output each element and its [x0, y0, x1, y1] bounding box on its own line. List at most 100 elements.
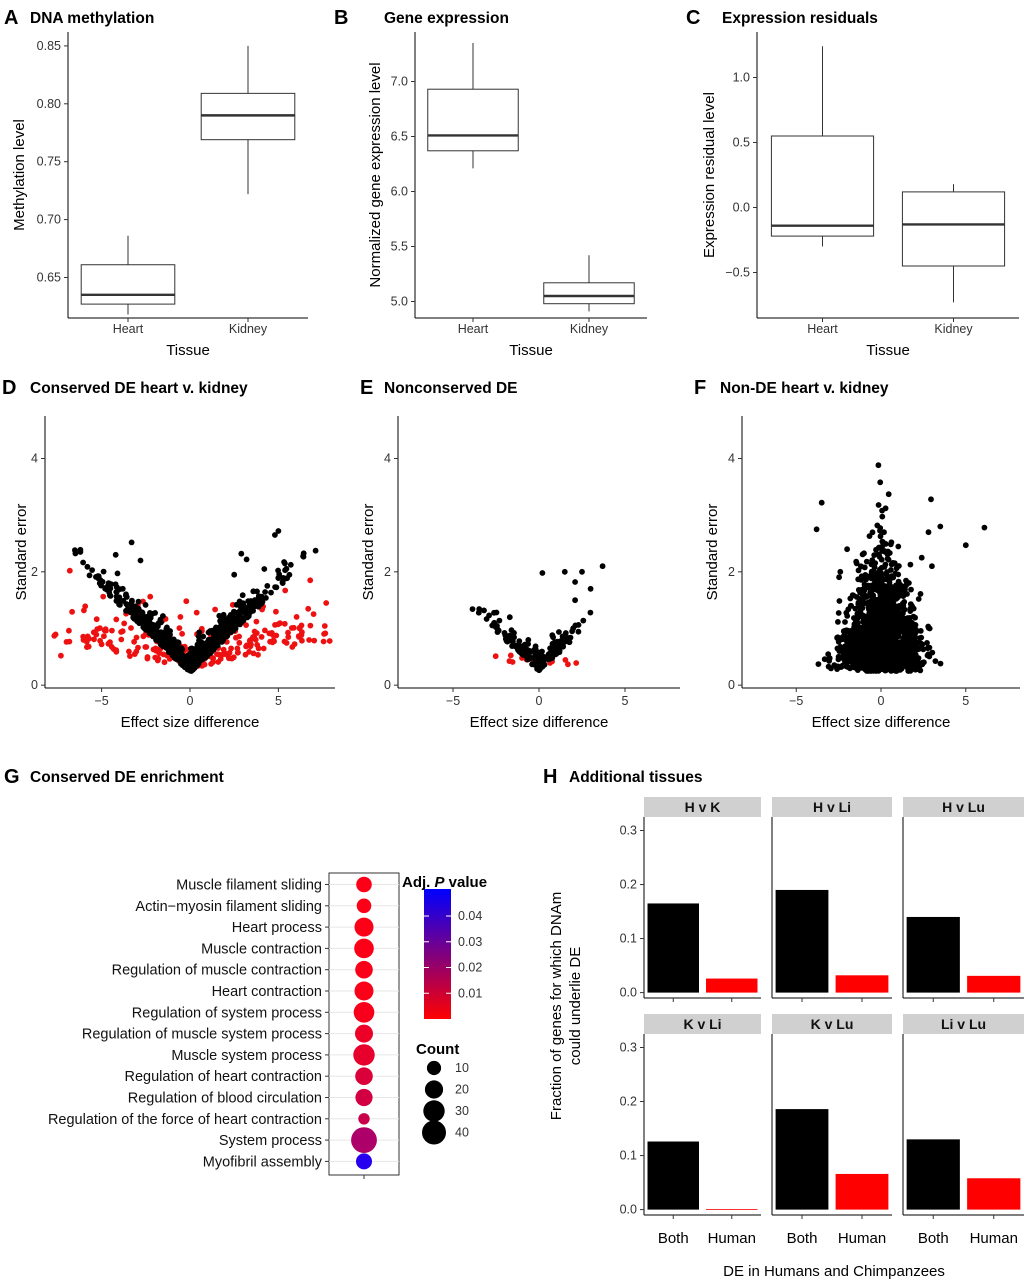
scatter-point-black — [80, 559, 86, 566]
scatter-point-black — [888, 567, 894, 573]
scatter-point-black — [858, 563, 864, 570]
scatter-point-black — [95, 575, 101, 581]
scatter-point-black — [527, 654, 534, 661]
x-axis-label: Effect size difference — [812, 714, 951, 731]
scatter-point-black — [907, 615, 913, 621]
scatter-point-black — [870, 592, 877, 599]
scatter-point-red — [326, 638, 333, 644]
scatter-point-black — [875, 551, 882, 558]
panel-B-y-tick-label: 7.0 — [391, 75, 408, 89]
scatter-point-black — [231, 571, 238, 578]
panel-B-y-tick-label: 5.0 — [391, 295, 408, 309]
scatter-point-red — [305, 605, 312, 612]
go-term-dot — [353, 1044, 375, 1066]
y-axis-label-line-1: Fraction of genes for which DNAm — [548, 892, 565, 1120]
scatter-panel-E: 0 2 4 −5 0 5 Effect size difference Standard er… — [360, 416, 680, 731]
go-term-label: Regulation of muscle contraction — [112, 963, 322, 979]
scatter-point-red — [285, 629, 291, 636]
scatter-point-black — [282, 560, 288, 567]
scatter-point-black — [848, 656, 855, 663]
scatter-point-black — [860, 663, 866, 670]
scatter-point-black — [844, 634, 850, 641]
scatter-point-red — [118, 636, 125, 643]
panel-B-y-tick-label: 6.0 — [391, 185, 408, 199]
panel-C-y-tick-label: 1.0 — [733, 71, 750, 85]
bar-panel-H: H v K 0.0 0.1 0.2 0.3 H v Li H v Lu K v Li 0.0 0.… — [548, 797, 1024, 1280]
scatter-point-red — [492, 653, 499, 660]
scatter-point-black — [858, 598, 865, 605]
scatter-point-black — [915, 596, 922, 602]
go-term-dot — [358, 1113, 370, 1125]
scatter-point-black — [481, 607, 487, 614]
scatter-point-black — [900, 610, 906, 617]
scatter-point-red — [248, 641, 254, 648]
scatter-point-red — [250, 634, 256, 640]
scatter-point-black — [914, 646, 921, 653]
y-axis-label: Standard error — [360, 504, 377, 601]
scatter-point-black — [198, 648, 205, 654]
legend-title-part: P — [435, 874, 446, 891]
scatter-point-black — [890, 654, 896, 661]
panel-C-y-tick-label: −0.5 — [725, 266, 750, 280]
facet-y-tick-label: 0.3 — [620, 1041, 637, 1055]
scatter-point-black — [895, 630, 902, 636]
facet-strip-label: H v Lu — [942, 799, 985, 815]
scatter-point-black — [572, 597, 578, 604]
x-axis-label: Tissue — [166, 342, 210, 359]
scatter-point-red — [322, 630, 329, 637]
scatter-point-red — [243, 643, 250, 650]
scatter-point-red — [212, 606, 219, 613]
color-legend-bar — [424, 889, 451, 1019]
scatter-point-black — [569, 628, 575, 635]
scatter-point-black — [856, 635, 863, 642]
scatter-point-black — [869, 665, 876, 671]
scatter-point-black — [491, 619, 498, 626]
scatter-point-black — [912, 622, 919, 628]
facet-y-tick-label: 0.3 — [620, 824, 637, 838]
scatter-point-red — [258, 634, 265, 640]
scatter-point-black — [835, 653, 842, 660]
scatter-point-red — [299, 629, 305, 636]
y-axis-label: Standard error — [704, 504, 721, 601]
scatter-point-black — [981, 524, 988, 531]
scatter-point-black — [888, 668, 895, 674]
scatter-point-red — [93, 631, 100, 638]
scatter-point-black — [826, 655, 833, 662]
scatter-point-red — [140, 633, 147, 640]
scatter-point-red — [144, 655, 151, 662]
scatter-point-black — [873, 546, 879, 553]
scatter-point-black — [908, 655, 915, 661]
scatter-point-red — [121, 620, 128, 627]
scatter-point-black — [844, 546, 850, 553]
scatter-point-black — [138, 619, 144, 626]
facet-strip — [644, 797, 761, 817]
panel-A-y-tick-label: 0.85 — [37, 39, 61, 53]
scatter-point-black — [164, 624, 170, 631]
scatter-panel-F: 0 2 4 −5 0 5 Effect size difference Standard er… — [704, 416, 1020, 731]
scatter-point-red — [193, 609, 200, 616]
scatter-point-black — [236, 608, 243, 615]
panel-F-x-tick-label: 0 — [878, 694, 885, 708]
scatter-point-black — [862, 572, 869, 578]
scatter-point-black — [917, 591, 924, 597]
x-axis-label: Tissue — [509, 342, 553, 359]
scatter-point-black — [924, 640, 930, 646]
scatter-point-black — [910, 605, 917, 612]
scatter-point-black — [185, 652, 192, 658]
scatter-point-black — [300, 550, 307, 557]
panel-E-y-tick-label: 4 — [384, 452, 391, 466]
x-axis-label: DE in Humans and Chimpanzees — [723, 1263, 945, 1280]
scatter-point-red — [289, 644, 296, 650]
go-term-label: Regulation of blood circulation — [128, 1091, 322, 1107]
panel-E-x-tick-label: 0 — [536, 694, 543, 708]
size-legend-label: 40 — [455, 1126, 469, 1140]
scatter-point-black — [258, 597, 265, 604]
go-term-dot — [353, 1002, 375, 1023]
scatter-point-black — [889, 594, 896, 600]
scatter-point-black — [206, 643, 212, 650]
panel-D-x-tick-label: 0 — [187, 694, 194, 708]
panel-D-x-tick-label: 5 — [275, 694, 282, 708]
scatter-point-black — [566, 639, 573, 645]
size-legend-dot — [423, 1100, 445, 1122]
